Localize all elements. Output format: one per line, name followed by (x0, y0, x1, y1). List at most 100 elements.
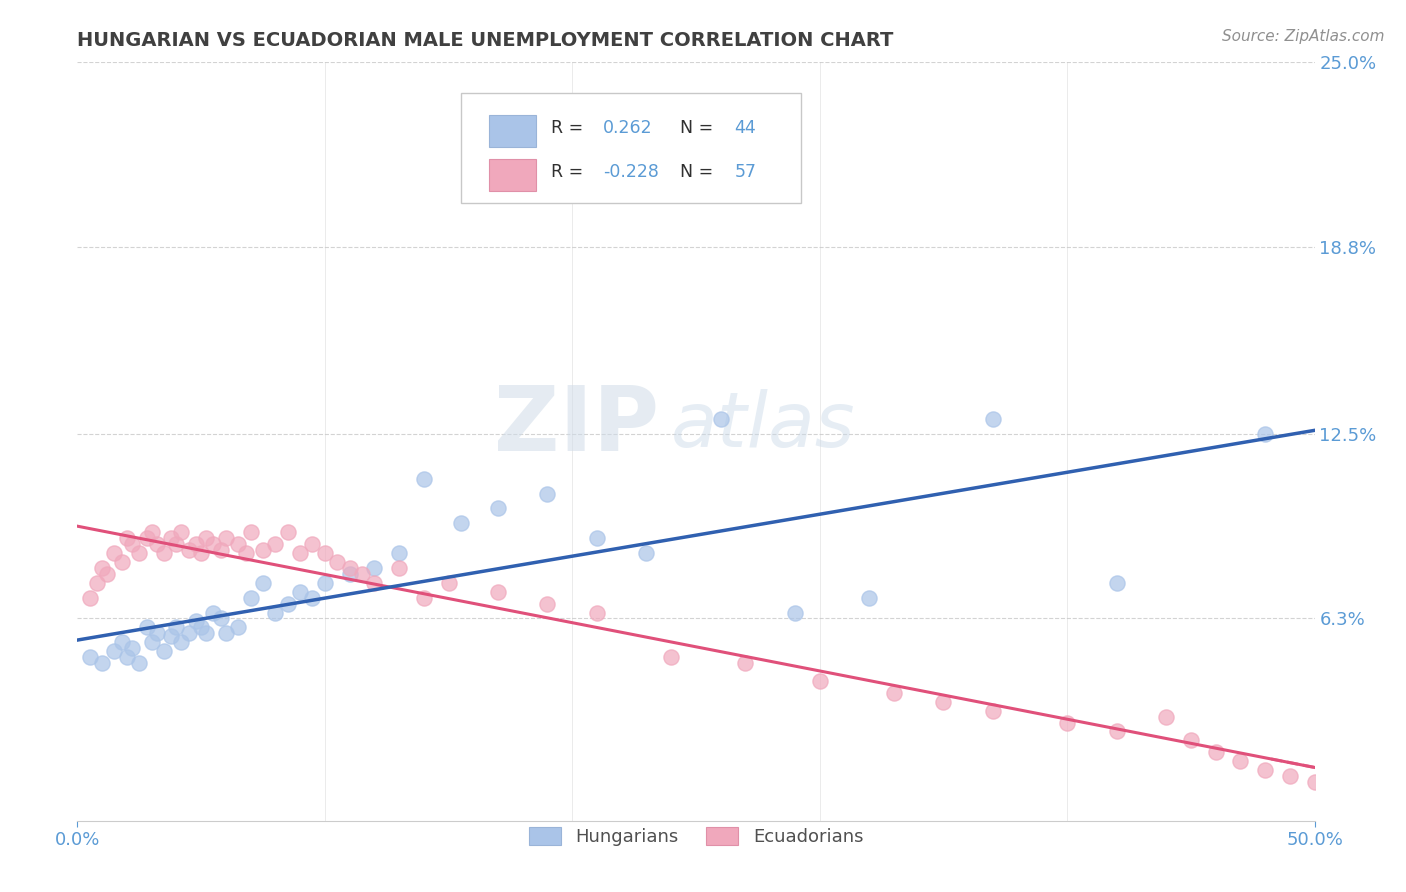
Point (128, 656, 150, 670)
Point (1180, 733, 1202, 747)
Point (195, 626, 218, 640)
Point (103, 546, 125, 560)
Text: -0.228: -0.228 (603, 163, 659, 181)
Point (288, 584, 311, 599)
Point (1056, 715, 1078, 730)
Point (586, 606, 609, 620)
Point (209, 543, 232, 558)
Point (128, 546, 150, 560)
Point (86, 575, 108, 590)
Point (165, 537, 187, 551)
Point (277, 597, 299, 611)
Point (783, 606, 806, 620)
Text: 44: 44 (734, 120, 756, 137)
Point (145, 626, 167, 640)
Point (184, 537, 207, 551)
Point (636, 546, 658, 560)
Point (153, 644, 176, 658)
Point (1105, 724, 1128, 739)
Point (135, 620, 157, 634)
Point (314, 575, 336, 590)
Point (209, 611, 232, 625)
Point (536, 597, 558, 611)
Point (184, 615, 207, 629)
Point (160, 629, 183, 643)
Point (141, 635, 163, 649)
Point (190, 620, 212, 634)
Point (96, 566, 118, 581)
Text: R =: R = (551, 163, 589, 181)
Point (215, 531, 238, 545)
Point (195, 531, 218, 545)
Text: 0.262: 0.262 (603, 120, 652, 137)
Point (79, 650, 101, 665)
Point (388, 561, 411, 575)
Point (190, 546, 212, 560)
Text: N =: N = (669, 120, 718, 137)
Point (412, 591, 434, 605)
Point (301, 591, 323, 605)
Point (486, 501, 509, 516)
Bar (489, 159, 536, 191)
Point (135, 531, 157, 545)
Point (79, 591, 101, 605)
Point (160, 531, 183, 545)
Bar (489, 115, 536, 147)
Text: 57: 57 (734, 163, 756, 181)
Point (226, 537, 249, 551)
Point (121, 641, 143, 656)
Text: R =: R = (551, 120, 589, 137)
Point (170, 525, 193, 540)
FancyBboxPatch shape (461, 93, 801, 202)
Point (1254, 427, 1277, 442)
Point (301, 537, 323, 551)
Point (339, 561, 361, 575)
Point (111, 635, 134, 649)
Point (326, 555, 349, 569)
Point (412, 472, 434, 486)
Point (264, 606, 287, 620)
Point (1154, 709, 1177, 723)
Text: HUNGARIAN VS ECUADORIAN MALE UNEMPLOYMENT CORRELATION CHART: HUNGARIAN VS ECUADORIAN MALE UNEMPLOYMEN… (77, 31, 894, 50)
Point (288, 546, 311, 560)
Text: atlas: atlas (671, 390, 856, 463)
Point (363, 575, 385, 590)
Point (1303, 775, 1326, 789)
Point (858, 591, 880, 605)
Point (388, 546, 411, 560)
Point (215, 626, 238, 640)
Point (177, 626, 200, 640)
Point (363, 561, 385, 575)
Point (734, 656, 756, 670)
Point (115, 531, 138, 545)
Point (981, 704, 1004, 718)
Point (239, 591, 262, 605)
Point (141, 525, 163, 540)
Point (264, 537, 287, 551)
Point (111, 555, 134, 569)
Point (170, 635, 193, 649)
Point (202, 537, 225, 551)
Point (486, 584, 509, 599)
Point (153, 546, 176, 560)
Point (121, 537, 143, 551)
Point (91, 656, 114, 670)
Point (1254, 763, 1277, 777)
Point (437, 575, 460, 590)
Point (103, 644, 125, 658)
Point (1229, 754, 1251, 768)
Point (1105, 575, 1128, 590)
Point (808, 673, 831, 688)
Point (277, 525, 299, 540)
Point (165, 620, 187, 634)
Text: ZIP: ZIP (494, 383, 659, 470)
Point (226, 620, 249, 634)
Point (115, 650, 138, 665)
Point (314, 546, 336, 560)
Text: N =: N = (669, 163, 718, 181)
Point (235, 546, 257, 560)
Point (883, 686, 905, 700)
Legend: Hungarians, Ecuadorians: Hungarians, Ecuadorians (522, 820, 870, 854)
Point (1205, 745, 1227, 759)
Point (145, 537, 167, 551)
